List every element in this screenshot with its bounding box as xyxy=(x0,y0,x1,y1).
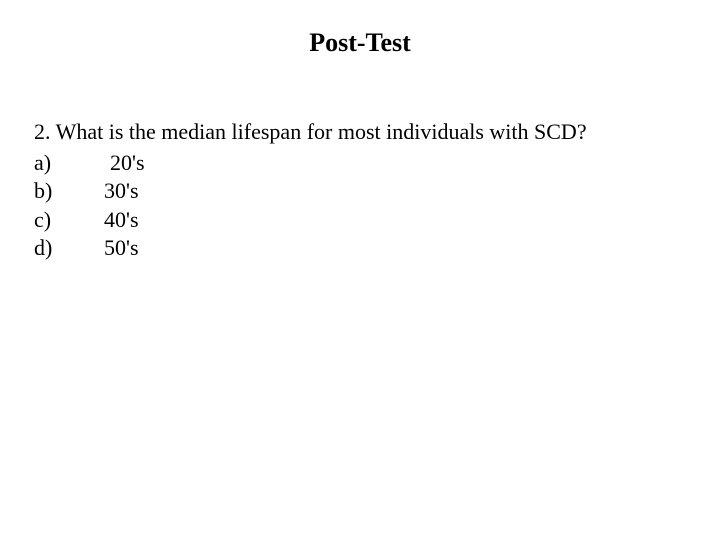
option-label: b) xyxy=(34,177,104,206)
slide-title: Post-Test xyxy=(0,28,720,58)
option-c: c) 40's xyxy=(34,206,686,235)
option-label: a) xyxy=(34,149,104,178)
options-list: a) 20's b) 30's c) 40's d) 50's xyxy=(34,149,686,263)
question-prompt: What is the median lifespan for most ind… xyxy=(56,119,587,144)
option-text: 50's xyxy=(104,234,139,263)
option-d: d) 50's xyxy=(34,234,686,263)
question-text: 2. What is the median lifespan for most … xyxy=(34,118,686,147)
option-label: c) xyxy=(34,206,104,235)
option-label: d) xyxy=(34,234,104,263)
slide-body: 2. What is the median lifespan for most … xyxy=(34,118,686,263)
slide: Post-Test 2. What is the median lifespan… xyxy=(0,0,720,540)
option-text: 40's xyxy=(104,206,139,235)
option-text: 20's xyxy=(104,149,145,178)
option-text: 30's xyxy=(104,177,139,206)
option-b: b) 30's xyxy=(34,177,686,206)
question-number: 2. xyxy=(34,119,51,144)
option-a: a) 20's xyxy=(34,149,686,178)
